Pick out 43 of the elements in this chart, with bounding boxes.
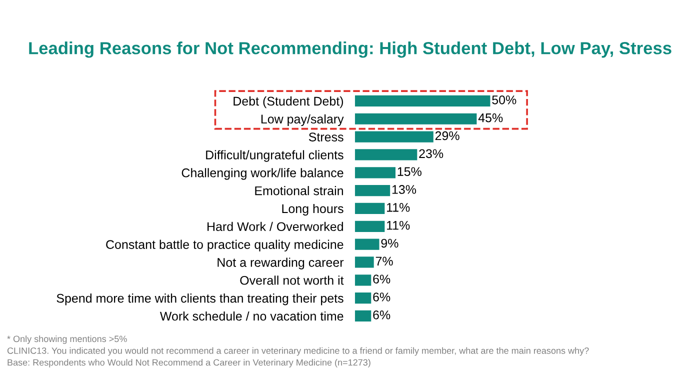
bar [354,256,374,268]
text: Base: Respondents who Would Not Recommend a Career in Veterinary Medicine (n=1273) [8,359,370,368]
data-label: 29% [435,131,460,140]
data-label: 11% [387,220,410,230]
bar [354,113,477,124]
y-tick-label: Not a rewarding career [218,258,344,270]
y-tick-label: Low pay/salary [261,114,344,126]
data-label: 45% [478,113,503,122]
data-label: 6% [373,274,390,284]
text: * Only showing mentions >5% [7,335,127,344]
data-label: 50% [492,95,516,104]
data-label: 15% [398,167,422,176]
bar [354,238,380,250]
y-tick-label: Long hours [282,204,344,216]
bar [354,185,390,196]
y-tick-label: Overall not worth it [240,276,344,285]
y-tick-label: Stress [308,132,344,142]
data-label: 6% [373,310,390,320]
data-label: 11% [387,203,410,212]
bar [354,131,434,142]
data-label: 13% [392,185,416,194]
bar [354,167,396,178]
bar [354,202,385,214]
y-tick-label: Constant battle to practice quality medicine [106,240,344,252]
y-tick-label: Hard Work / Overworked [208,222,343,232]
bar [354,95,490,107]
chart-title: Leading Reasons for Not Recommending: High Student Debt, Low Pay, Stress [29,42,672,58]
y-tick-label: Spend more time with clients than treating their pets [56,294,344,306]
y-tick-label: Challenging work/life balance [182,168,344,180]
data-label: 7% [376,256,393,266]
data-label: 9% [381,238,398,248]
y-tick-label: Debt (Student Debt) [234,96,344,108]
y-tick-label: Work schedule / no vacation time [160,311,344,321]
y-tick-label: Difficult/ungrateful clients [206,150,344,162]
text: CLINIC13. You indicated you would not recommend a career in veterinary medicine to a friend or family member, what are the main reasons why? [7,347,589,356]
data-label: 6% [373,292,390,302]
data-label: 23% [419,149,444,158]
bar [354,220,385,232]
bar [354,149,418,160]
bar [354,292,372,304]
bar [354,274,372,286]
y-tick-label: Emotional strain [255,186,343,196]
bar [354,310,372,322]
